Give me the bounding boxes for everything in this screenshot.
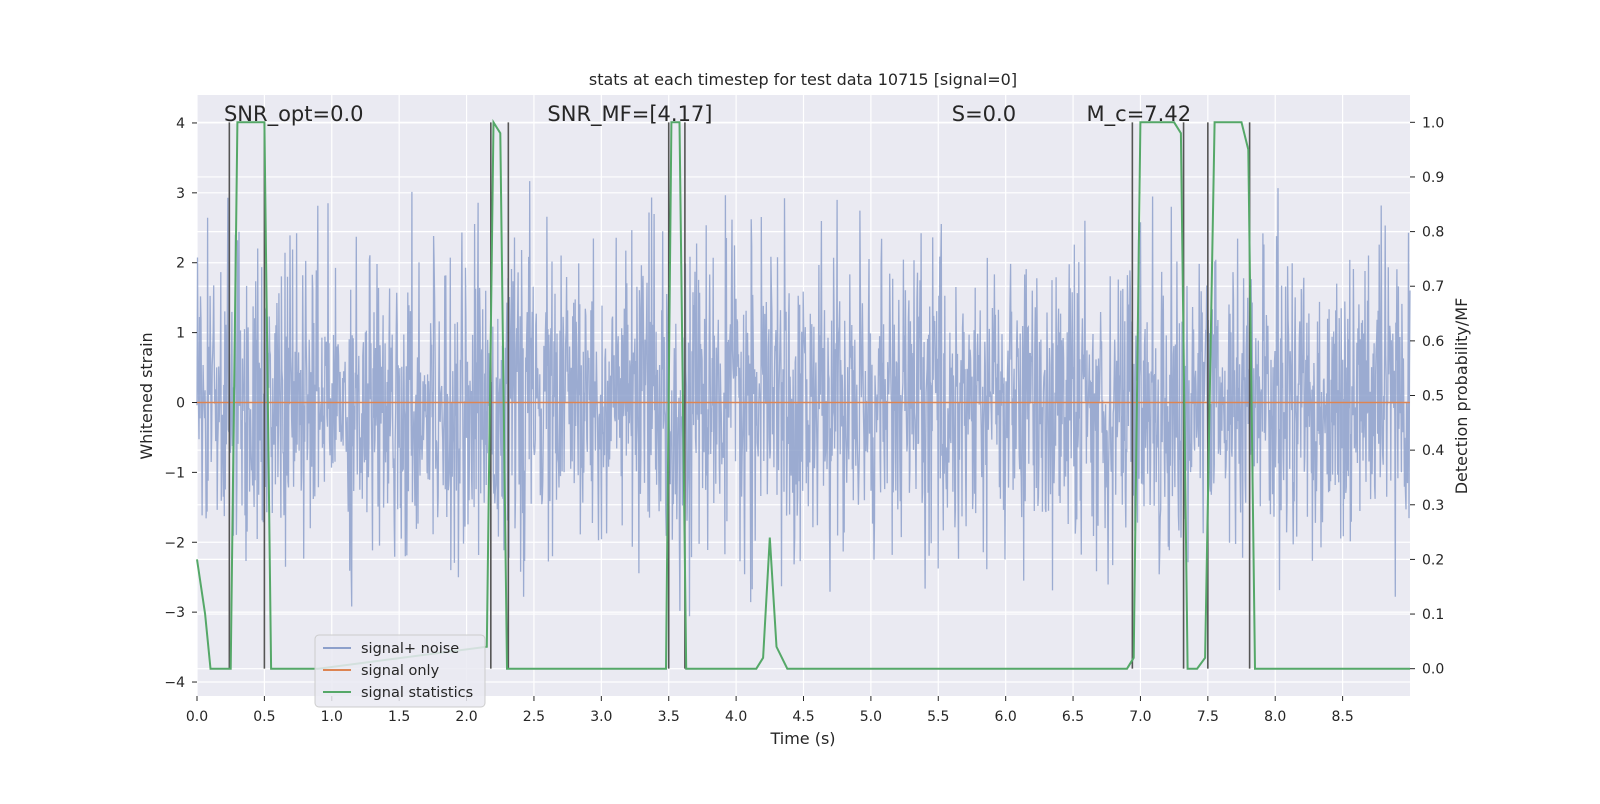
y-tick-label-right: 0.2 bbox=[1422, 552, 1444, 568]
x-tick-label: 4.0 bbox=[725, 709, 747, 725]
x-tick-label: 1.5 bbox=[388, 709, 410, 725]
y-tick-label-left: 1 bbox=[176, 326, 185, 342]
y-tick-label-right: 0.5 bbox=[1422, 389, 1444, 405]
y-tick-label-right: 0.7 bbox=[1422, 279, 1444, 295]
annotations: SNR_opt=0.0 SNR_MF=[4.17] S=0.0 M_c=7.42 bbox=[224, 102, 1191, 127]
x-tick-label: 0.5 bbox=[253, 709, 275, 725]
y-axis-label-right: Detection probability/MF bbox=[1452, 298, 1471, 495]
y-tick-label-left: −2 bbox=[164, 535, 185, 551]
x-tick-label: 0.0 bbox=[186, 709, 208, 725]
annotation-text: S=0.0 bbox=[952, 102, 1016, 126]
y-tick-label-left: −3 bbox=[164, 605, 185, 621]
x-tick-label: 5.5 bbox=[927, 709, 949, 725]
y-tick-label-right: 0.1 bbox=[1422, 607, 1444, 623]
annotation-text: M_c=7.42 bbox=[1087, 102, 1192, 127]
y-tick-label-right: 1.0 bbox=[1422, 115, 1444, 131]
x-tick-label: 5.0 bbox=[860, 709, 882, 725]
y-tick-label-left: −4 bbox=[164, 675, 185, 691]
y-tick-label-left: 2 bbox=[176, 256, 185, 272]
y-axis-label-left: Whitened strain bbox=[137, 332, 156, 459]
legend-label: signal statistics bbox=[361, 685, 473, 701]
y-tick-label-right: 0.4 bbox=[1422, 443, 1444, 459]
x-tick-label: 8.5 bbox=[1331, 709, 1353, 725]
x-axis-label: Time (s) bbox=[769, 729, 835, 748]
y-tick-label-right: 0.3 bbox=[1422, 498, 1444, 514]
y-tick-label-right: 0.6 bbox=[1422, 334, 1444, 350]
legend-label: signal only bbox=[361, 663, 440, 679]
y-tick-label-left: 0 bbox=[176, 395, 185, 411]
x-tick-label: 3.5 bbox=[658, 709, 680, 725]
x-tick-label: 2.5 bbox=[523, 709, 545, 725]
annotation-text: SNR_MF=[4.17] bbox=[547, 102, 712, 127]
x-tick-label: 3.0 bbox=[590, 709, 612, 725]
annotation-text: SNR_opt=0.0 bbox=[224, 102, 364, 127]
x-tick-label: 2.0 bbox=[455, 709, 477, 725]
x-tick-label: 4.5 bbox=[792, 709, 814, 725]
x-tick-label: 7.0 bbox=[1129, 709, 1151, 725]
x-tick-label: 6.5 bbox=[1062, 709, 1084, 725]
axis-ticks: 0.0 0.5 1.0 1.5 2.0 2.5 3.0 3.5 4.0 4.5 5.0 5.5 6.0 6… bbox=[164, 115, 1444, 725]
x-tick-label: 7.5 bbox=[1197, 709, 1219, 725]
signal-statistics-line bbox=[196, 118, 1410, 670]
x-tick-label: 6.0 bbox=[995, 709, 1017, 725]
x-tick-label: 8.0 bbox=[1264, 709, 1286, 725]
y-tick-label-left: 3 bbox=[176, 186, 185, 202]
y-tick-label-left: 4 bbox=[176, 116, 185, 132]
series-signal-statistics bbox=[196, 118, 1410, 670]
y-tick-label-right: 0.0 bbox=[1422, 662, 1444, 678]
x-tick-label: 1.0 bbox=[321, 709, 343, 725]
legend: signal+ noise signal only signal statistic… bbox=[314, 634, 486, 708]
chart-title: stats at each timestep for test data 107… bbox=[589, 70, 1017, 89]
legend-label: signal+ noise bbox=[361, 641, 459, 657]
y-tick-label-right: 0.8 bbox=[1422, 225, 1444, 241]
y-tick-label-right: 0.9 bbox=[1422, 170, 1444, 186]
legend-box bbox=[314, 634, 486, 708]
y-tick-label-left: −1 bbox=[164, 465, 185, 481]
